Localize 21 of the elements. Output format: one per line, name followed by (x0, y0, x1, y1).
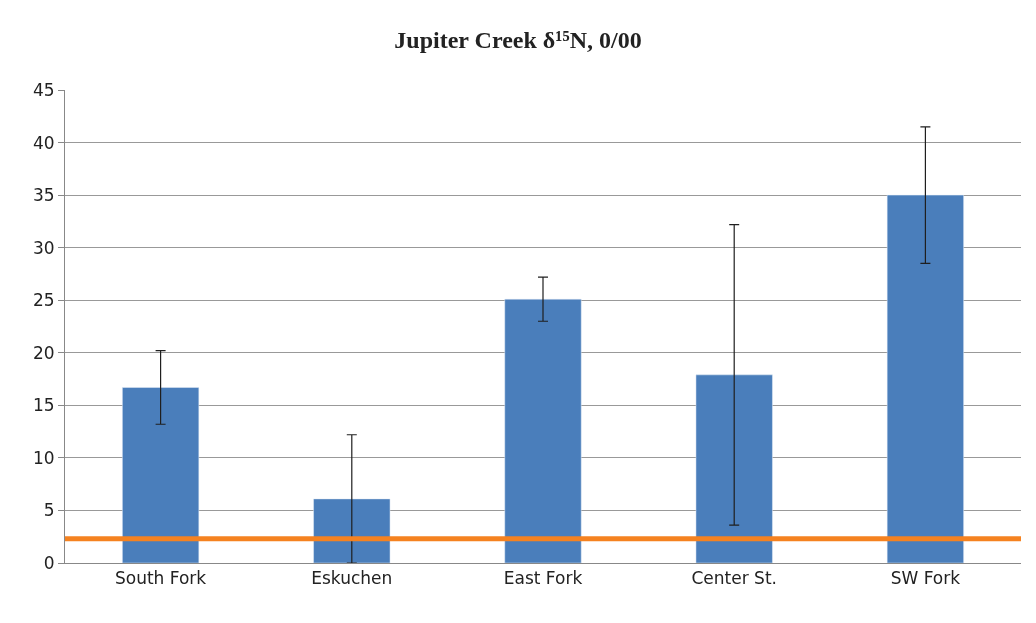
y-tick-label: 0 (43, 552, 55, 573)
x-tick-label: East Fork (503, 568, 583, 589)
x-tick-label: Eskuchen (311, 568, 393, 589)
y-tick-label: 30 (32, 237, 55, 258)
bar (886, 194, 964, 563)
x-tick-label: SW Fork (890, 568, 961, 589)
y-tick-label: 20 (32, 342, 55, 363)
y-tick-label: 5 (43, 500, 55, 521)
y-tick-label: 40 (32, 132, 55, 153)
x-tick-label: Center St. (691, 568, 777, 589)
bar (313, 498, 391, 563)
bar (122, 387, 200, 563)
bar (504, 298, 582, 563)
chart-title: Jupiter Creek δ¹⁵N, 0/00 (394, 26, 642, 53)
y-tick-label: 10 (32, 447, 55, 468)
y-tick-label: 45 (32, 79, 55, 100)
bar (695, 374, 773, 563)
x-tick-label: South Fork (114, 568, 207, 589)
y-tick-label: 25 (32, 290, 55, 311)
y-tick-label: 15 (32, 395, 55, 416)
y-tick-label: 35 (32, 185, 55, 206)
